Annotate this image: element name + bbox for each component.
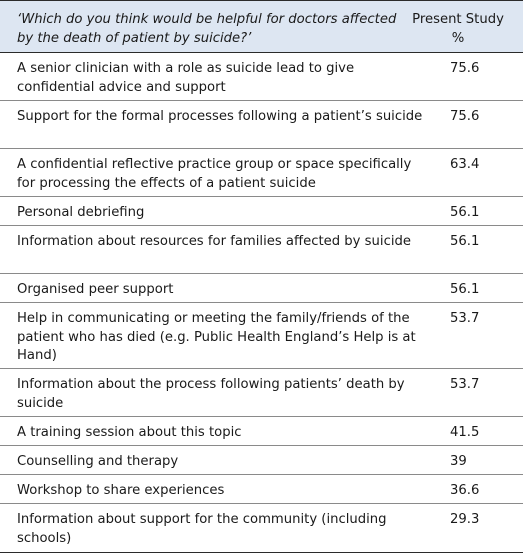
table-row: A confidential reflective practice group… — [0, 149, 523, 197]
row-label: Information about the process following … — [17, 377, 405, 411]
table-row: Counselling and therapy 39 — [0, 446, 523, 475]
table-row: Information about resources for families… — [0, 226, 523, 274]
table-row: Workshop to share experiences 36.6 — [0, 475, 523, 504]
header-present-study: Present Study % — [412, 12, 504, 46]
table-row: Support for the formal processes followi… — [0, 101, 523, 149]
row-label: A training session about this topic — [17, 425, 242, 440]
row-value: 75.6 — [450, 109, 480, 124]
row-value: 41.5 — [450, 425, 480, 440]
row-value: 53.7 — [450, 377, 480, 392]
row-value: 56.1 — [450, 282, 480, 297]
row-label: Help in communicating or meeting the fam… — [17, 311, 416, 363]
row-label: A confidential reflective practice group… — [17, 157, 412, 191]
header-question: ‘Which do you think would be helpful for… — [17, 12, 397, 46]
table-row: Personal debriefing 56.1 — [0, 197, 523, 226]
table-row: Information about support for the commun… — [0, 504, 523, 553]
row-value: 63.4 — [450, 157, 480, 172]
row-value: 56.1 — [450, 205, 480, 220]
row-label: Support for the formal processes followi… — [17, 109, 423, 124]
table-header: ‘Which do you think would be helpful for… — [0, 0, 523, 53]
row-value: 29.3 — [450, 512, 480, 527]
row-label: Counselling and therapy — [17, 454, 179, 469]
table-row: Organised peer support 56.1 — [0, 274, 523, 303]
row-label: Organised peer support — [17, 282, 174, 297]
table-row: A training session about this topic 41.5 — [0, 417, 523, 446]
row-label: Personal debriefing — [17, 205, 145, 220]
table-row: Information about the process following … — [0, 369, 523, 417]
row-value: 39 — [450, 454, 467, 469]
table-row: Help in communicating or meeting the fam… — [0, 303, 523, 369]
row-label: Information about support for the commun… — [17, 512, 387, 546]
row-label: A senior clinician with a role as suicid… — [17, 61, 355, 95]
row-label: Information about resources for families… — [17, 234, 411, 249]
table-row: A senior clinician with a role as suicid… — [0, 53, 523, 101]
row-value: 53.7 — [450, 311, 480, 326]
row-value: 56.1 — [450, 234, 480, 249]
row-value: 36.6 — [450, 483, 480, 498]
row-label: Workshop to share experiences — [17, 483, 225, 498]
row-value: 75.6 — [450, 61, 480, 76]
